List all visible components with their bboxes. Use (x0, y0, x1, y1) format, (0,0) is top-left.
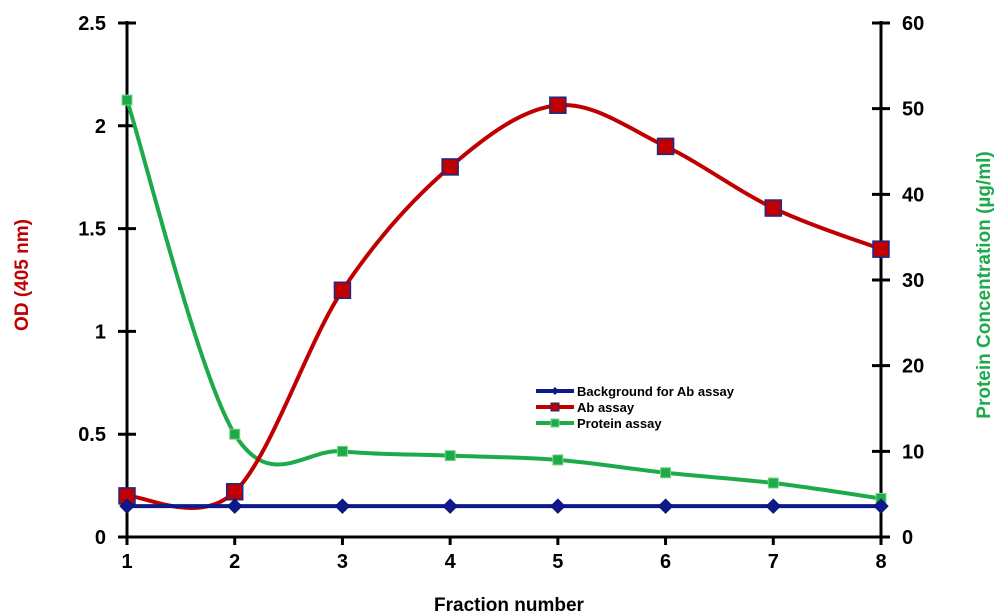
y2-tick-label: 0 (902, 527, 913, 549)
legend-item: Background for Ab assay (536, 384, 735, 399)
legend-label: Protein assay (577, 416, 662, 431)
y2-tick-label: 50 (902, 99, 924, 121)
data-point-background-for-ab-assay (442, 498, 458, 514)
data-point-ab-assay (549, 96, 567, 114)
data-point-protein-assay (767, 477, 779, 489)
data-point-ab-assay (225, 483, 244, 501)
data-point-protein-assay (660, 467, 672, 479)
data-point-background-for-ab-assay (334, 498, 351, 514)
data-point-ab-assay (333, 281, 352, 300)
y-axis-title: OD (405 nm) (12, 219, 33, 331)
series-background-for-ab-assay (119, 498, 889, 514)
data-point-ab-assay (764, 199, 783, 217)
y-tick-label: 0.5 (78, 424, 106, 446)
x-tick-label: 4 (445, 551, 457, 573)
legend-label: Ab assay (577, 400, 635, 415)
y-tick-label: 0 (95, 527, 106, 549)
legend-label: Background for Ab assay (577, 384, 735, 399)
y2-tick-label: 10 (902, 441, 924, 463)
data-point-background-for-ab-assay (227, 498, 243, 514)
y2-tick-label: 30 (902, 270, 924, 292)
x-tick-label: 5 (552, 551, 563, 573)
y2-axis-title: Protein Concentration (µg/ml) (974, 151, 995, 418)
data-point-protein-assay (444, 450, 456, 462)
x-tick-label: 6 (660, 551, 671, 573)
data-point-protein-assay (336, 445, 348, 457)
data-point-background-for-ab-assay (873, 498, 889, 514)
legend-marker-icon (551, 387, 559, 395)
data-point-background-for-ab-assay (765, 498, 781, 514)
legend-item: Protein assay (536, 416, 662, 431)
data-point-background-for-ab-assay (550, 498, 566, 514)
y-tick-label: 1.5 (78, 219, 106, 241)
legend-marker-icon (550, 402, 560, 412)
legend-item: Ab assay (536, 400, 635, 415)
data-point-background-for-ab-assay (657, 498, 674, 514)
data-point-background-for-ab-assay (119, 498, 135, 514)
x-tick-label: 1 (121, 551, 132, 573)
x-tick-label: 8 (875, 551, 886, 573)
y2-tick-label: 40 (902, 184, 924, 206)
y-tick-label: 1 (95, 321, 106, 343)
y-tick-label: 2 (95, 116, 106, 138)
data-point-ab-assay (872, 240, 890, 258)
x-tick-label: 3 (337, 551, 348, 573)
x-tick-label: 2 (229, 551, 240, 573)
y-tick-label: 2.5 (78, 13, 106, 35)
series-line-ab-assay (126, 103, 882, 510)
y2-tick-label: 20 (902, 356, 924, 378)
series-layer (118, 94, 890, 514)
axes: 0 0.5 1 1.5 2 2.5 0 10 20 30 40 50 60 1 2 3 4 5 6 7 8 (78, 13, 924, 573)
series-ab-assay (118, 96, 890, 510)
legend-marker-icon (550, 418, 560, 428)
x-axis-title: Fraction number (434, 595, 585, 614)
y2-tick-label: 60 (902, 13, 924, 35)
data-point-protein-assay (121, 94, 133, 106)
series-protein-assay (121, 94, 887, 504)
data-point-protein-assay (552, 454, 564, 466)
data-point-ab-assay (656, 137, 675, 156)
data-point-ab-assay (441, 158, 459, 176)
data-point-protein-assay (229, 428, 241, 440)
x-tick-label: 7 (768, 551, 779, 573)
